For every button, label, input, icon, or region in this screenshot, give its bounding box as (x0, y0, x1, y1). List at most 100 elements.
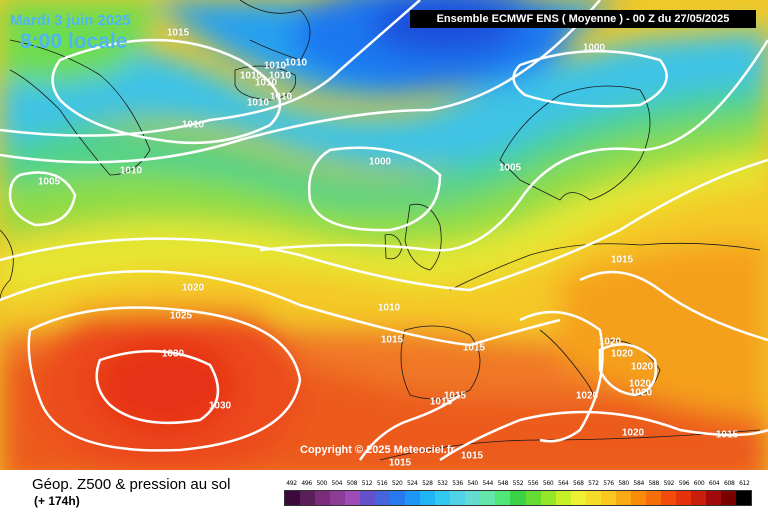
scale-swatch (315, 491, 331, 505)
scale-swatch (495, 491, 511, 505)
isobar-label: 1015 (462, 342, 486, 354)
forecast-lead: (+ 174h) (34, 494, 80, 508)
scale-swatch (375, 491, 391, 505)
scale-swatch (630, 491, 646, 505)
scale-tick-label: 552 (512, 480, 524, 487)
isobar-label: 1010 (269, 91, 293, 103)
isobar-label: 1010 (284, 57, 308, 69)
scale-tick-label: 536 (452, 480, 463, 487)
isobar-label: 1015 (460, 450, 484, 462)
scale-tick-label: 572 (588, 480, 599, 487)
scale-tick-label: 588 (648, 480, 660, 487)
scale-tick-label: 600 (693, 480, 705, 487)
color-scale-ticks: 492 496 500 504 508 512 516 520 524 528 532 536 540 5… (284, 479, 752, 489)
scale-swatch (330, 491, 346, 505)
scale-tick-label: 608 (723, 480, 735, 487)
forecast-date: Mardi 3 juin 2025 (10, 12, 131, 29)
scale-swatch (570, 491, 586, 505)
isobar-label: 1000 (582, 42, 606, 54)
scale-tick-label: 596 (678, 480, 690, 487)
scale-tick-label: 504 (331, 480, 343, 487)
scale-swatch (660, 491, 676, 505)
scale-swatch (705, 491, 721, 505)
scale-swatch (615, 491, 631, 505)
scale-tick-label: 516 (376, 480, 388, 487)
scale-tick-label: 548 (497, 480, 509, 487)
isobar-label: 1015 (443, 390, 467, 402)
scale-tick-label: 496 (301, 480, 312, 487)
isobar-label: 1010 (377, 302, 401, 314)
scale-swatch (645, 491, 661, 505)
scale-tick-label: 528 (422, 480, 433, 487)
isobar-label: 1010 (254, 77, 278, 89)
isobar-label: 1005 (37, 176, 61, 188)
scale-swatch (555, 491, 571, 505)
isobar-label: 1015 (610, 254, 634, 266)
scale-tick-label: 500 (316, 480, 328, 487)
isobar-label: 1020 (610, 348, 634, 360)
isobar-label: 1010 (246, 97, 270, 109)
scale-swatch (735, 491, 751, 505)
scale-tick-label: 540 (467, 480, 478, 487)
scale-swatch (540, 491, 556, 505)
weather-map: Mardi 3 juin 2025 8:00 locale Ensemble E… (0, 0, 768, 470)
isobar-label: 1025 (169, 310, 193, 322)
map-title: Géop. Z500 & pression au sol (32, 476, 231, 493)
copyright-text: Copyright © 2025 Meteociel.fr (300, 444, 455, 456)
scale-swatch (600, 491, 616, 505)
isobar-label: 1020 (629, 387, 653, 399)
isobar-label: 1010 (268, 70, 292, 82)
scale-tick-label: 532 (437, 480, 448, 487)
isobar-label: 1020 (181, 282, 205, 294)
scale-swatch (450, 491, 466, 505)
isobar-label: 1020 (628, 378, 652, 390)
scale-tick-label: 604 (708, 480, 720, 487)
scale-swatch (285, 491, 301, 505)
scale-swatch (525, 491, 541, 505)
scale-swatch (345, 491, 361, 505)
scale-swatch (405, 491, 421, 505)
scale-tick-label: 592 (663, 480, 675, 487)
scale-tick-label: 576 (603, 480, 614, 487)
forecast-time: 8:00 locale (20, 30, 128, 53)
scale-tick-label: 612 (739, 480, 750, 487)
scale-swatch (480, 491, 496, 505)
scale-swatch (585, 491, 601, 505)
isobar-label: 1030 (208, 400, 232, 412)
scale-tick-label: 568 (573, 480, 584, 487)
isobar-label: 1020 (598, 336, 622, 348)
scale-tick-label: 560 (542, 480, 554, 487)
isobar-label: 1020 (621, 427, 645, 439)
isobar-label: 1030 (161, 348, 185, 360)
isobar-label: 1005 (498, 162, 522, 174)
isobar-label: 1000 (368, 156, 392, 168)
scale-tick-label: 580 (618, 480, 629, 487)
scale-tick-label: 584 (633, 480, 644, 487)
isobar-label: 1015 (388, 457, 412, 469)
scale-tick-label: 508 (346, 480, 358, 487)
scale-tick-label: 492 (286, 480, 297, 487)
scale-swatch (510, 491, 526, 505)
scale-tick-label: 556 (527, 480, 539, 487)
scale-swatch (360, 491, 376, 505)
scale-swatch (720, 491, 736, 505)
isobar-label: 1015 (715, 429, 739, 441)
scale-tick-label: 524 (407, 480, 418, 487)
isobar-label: 1010 (181, 119, 205, 131)
scale-swatch (435, 491, 451, 505)
isobar-label: 1015 (380, 334, 404, 346)
color-scale-bar (284, 490, 752, 506)
scale-swatch (390, 491, 406, 505)
isobar-label: 1020 (575, 390, 599, 402)
scale-swatch (420, 491, 436, 505)
scale-swatch (300, 491, 316, 505)
scale-swatch (675, 491, 691, 505)
isobars (0, 0, 768, 462)
isobar-label: 1015 (166, 27, 190, 39)
scale-tick-label: 544 (482, 480, 494, 487)
isobar-label: 1015 (429, 396, 453, 408)
isobar-label: 1010 (263, 60, 287, 72)
scale-tick-label: 564 (557, 480, 569, 487)
scale-swatch (465, 491, 481, 505)
isobar-label: 1010 (239, 70, 263, 82)
